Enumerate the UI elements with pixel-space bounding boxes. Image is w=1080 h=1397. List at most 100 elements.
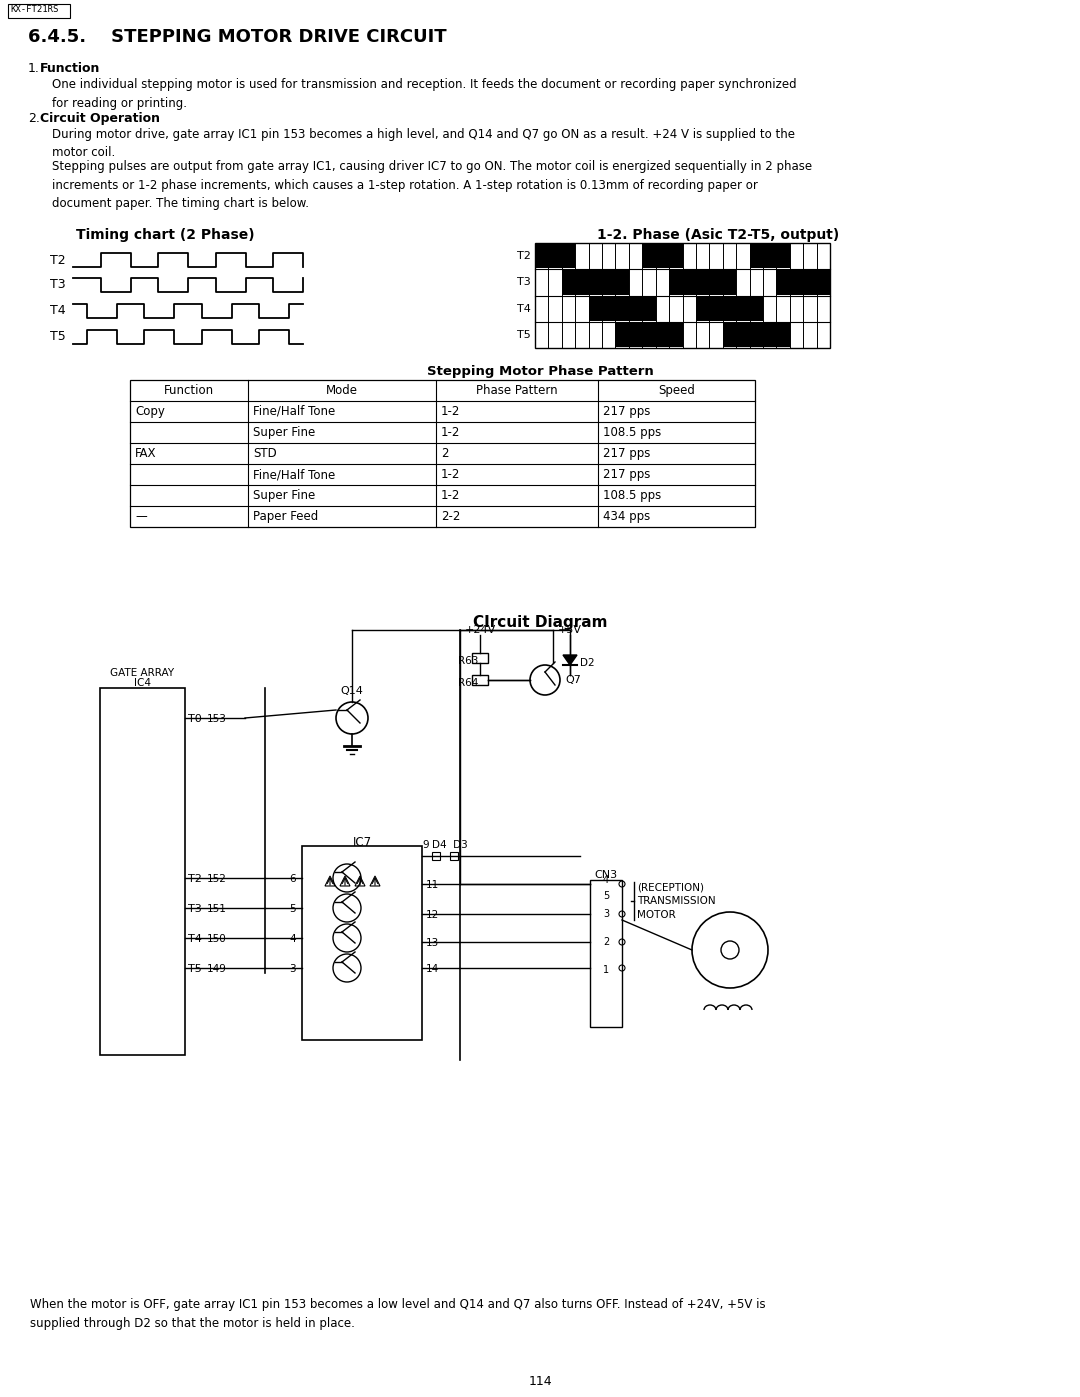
Text: 217 pps: 217 pps xyxy=(603,468,650,481)
Text: 151: 151 xyxy=(207,904,227,914)
Text: T2: T2 xyxy=(188,875,202,884)
Text: T0: T0 xyxy=(188,714,202,724)
Text: 3: 3 xyxy=(289,964,296,974)
Polygon shape xyxy=(670,270,737,295)
Text: +24V: +24V xyxy=(464,624,496,636)
Text: Copy: Copy xyxy=(135,405,165,418)
Text: 9: 9 xyxy=(422,840,429,849)
Text: R64: R64 xyxy=(458,678,478,687)
Text: (RECEPTION): (RECEPTION) xyxy=(637,882,704,893)
Bar xyxy=(472,675,488,685)
Text: 152: 152 xyxy=(207,875,227,884)
Text: D2: D2 xyxy=(580,658,595,668)
Text: T4: T4 xyxy=(51,305,66,317)
Polygon shape xyxy=(777,270,831,295)
Text: Circuit Operation: Circuit Operation xyxy=(40,112,160,124)
Polygon shape xyxy=(563,655,577,665)
Text: 217 pps: 217 pps xyxy=(603,447,650,460)
Text: T5: T5 xyxy=(517,330,531,339)
Text: GATE ARRAY: GATE ARRAY xyxy=(110,668,175,678)
Text: 1.: 1. xyxy=(28,61,40,75)
Text: 150: 150 xyxy=(207,935,227,944)
Text: During motor drive, gate array IC1 pin 153 becomes a high level, and Q14 and Q7 : During motor drive, gate array IC1 pin 1… xyxy=(52,129,795,159)
Polygon shape xyxy=(723,323,789,346)
Text: T4: T4 xyxy=(517,303,531,313)
Polygon shape xyxy=(535,244,576,268)
Text: Stepping Motor Phase Pattern: Stepping Motor Phase Pattern xyxy=(427,365,653,379)
Text: CN3: CN3 xyxy=(594,870,618,880)
Bar xyxy=(302,847,422,1039)
Text: CIrcuit Diagram: CIrcuit Diagram xyxy=(473,615,607,630)
Text: 149: 149 xyxy=(207,964,227,974)
Text: Stepping pulses are output from gate array IC1, causing driver IC7 to go ON. The: Stepping pulses are output from gate arr… xyxy=(52,161,812,210)
Text: Function: Function xyxy=(40,61,100,75)
Text: 6: 6 xyxy=(289,875,296,884)
Polygon shape xyxy=(643,244,683,268)
Text: 1-2: 1-2 xyxy=(441,405,460,418)
Text: 5: 5 xyxy=(603,891,609,901)
Polygon shape xyxy=(562,270,629,295)
Text: STD: STD xyxy=(253,447,276,460)
Text: T3: T3 xyxy=(51,278,66,292)
Text: 2.: 2. xyxy=(28,112,40,124)
Text: 153: 153 xyxy=(207,714,227,724)
Text: +5V: +5V xyxy=(558,624,582,636)
Text: Speed: Speed xyxy=(658,384,694,397)
Text: Fine/Half Tone: Fine/Half Tone xyxy=(253,468,335,481)
Text: Super Fine: Super Fine xyxy=(253,426,315,439)
Text: 1-2: 1-2 xyxy=(441,489,460,502)
Text: Paper Feed: Paper Feed xyxy=(253,510,319,522)
Bar xyxy=(8,4,70,18)
Text: MOTOR: MOTOR xyxy=(637,909,676,921)
Text: Phase Pattern: Phase Pattern xyxy=(476,384,557,397)
Text: Super Fine: Super Fine xyxy=(253,489,315,502)
Text: One individual stepping motor is used for transmission and reception. It feeds t: One individual stepping motor is used fo… xyxy=(52,78,797,109)
Text: 1-2: 1-2 xyxy=(441,426,460,439)
Text: Function: Function xyxy=(164,384,214,397)
Text: IC7: IC7 xyxy=(352,835,372,849)
Bar xyxy=(472,652,488,664)
Polygon shape xyxy=(696,296,762,321)
Text: TRANSMISSION: TRANSMISSION xyxy=(637,895,716,907)
Text: T5: T5 xyxy=(51,331,66,344)
Text: 4: 4 xyxy=(603,875,609,886)
Text: —: — xyxy=(135,510,147,522)
Text: 217 pps: 217 pps xyxy=(603,405,650,418)
Text: IC4: IC4 xyxy=(134,678,151,687)
Text: 1-2. Phase (Asic T2-T5, output): 1-2. Phase (Asic T2-T5, output) xyxy=(597,228,839,242)
Polygon shape xyxy=(589,296,656,321)
Text: 2-2: 2-2 xyxy=(441,510,460,522)
Text: T3: T3 xyxy=(517,278,531,288)
Text: 434 pps: 434 pps xyxy=(603,510,650,522)
Text: 3: 3 xyxy=(603,909,609,919)
Text: 108.5 pps: 108.5 pps xyxy=(603,426,661,439)
Text: 114: 114 xyxy=(528,1375,552,1389)
Text: T5: T5 xyxy=(188,964,202,974)
Text: Mode: Mode xyxy=(326,384,357,397)
Text: Q7: Q7 xyxy=(565,675,581,685)
Text: T2: T2 xyxy=(51,253,66,267)
Text: D4  D3: D4 D3 xyxy=(432,840,468,849)
Text: R63: R63 xyxy=(458,657,478,666)
Text: 1: 1 xyxy=(603,965,609,975)
Text: 12: 12 xyxy=(426,909,440,921)
Bar xyxy=(535,243,831,348)
Text: 4: 4 xyxy=(289,935,296,944)
Text: T3: T3 xyxy=(188,904,202,914)
Bar xyxy=(130,380,755,527)
Text: 2: 2 xyxy=(603,937,609,947)
Text: 1-2: 1-2 xyxy=(441,468,460,481)
Text: 14: 14 xyxy=(426,964,440,974)
Text: 108.5 pps: 108.5 pps xyxy=(603,489,661,502)
Polygon shape xyxy=(616,323,683,346)
Polygon shape xyxy=(750,244,789,268)
Bar xyxy=(590,880,622,1027)
Text: Q14: Q14 xyxy=(340,686,364,696)
Text: When the motor is OFF, gate array IC1 pin 153 becomes a low level and Q14 and Q7: When the motor is OFF, gate array IC1 pi… xyxy=(30,1298,766,1330)
Text: 6.4.5.    STEPPING MOTOR DRIVE CIRCUIT: 6.4.5. STEPPING MOTOR DRIVE CIRCUIT xyxy=(28,28,447,46)
Bar xyxy=(100,687,185,1055)
Text: Timing chart (2 Phase): Timing chart (2 Phase) xyxy=(76,228,254,242)
Text: Fine/Half Tone: Fine/Half Tone xyxy=(253,405,335,418)
Text: 2: 2 xyxy=(441,447,448,460)
Text: 13: 13 xyxy=(426,937,440,949)
